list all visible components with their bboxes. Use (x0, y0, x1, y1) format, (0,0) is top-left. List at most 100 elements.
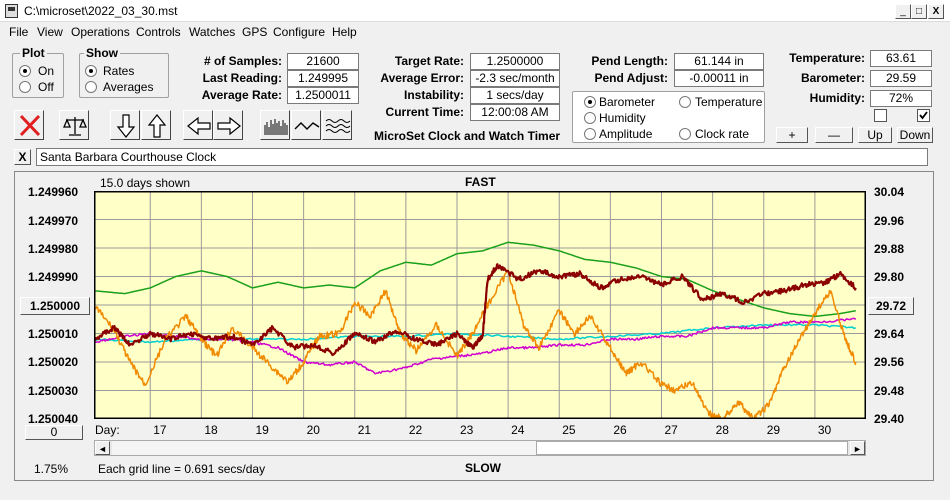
right-center-value-button[interactable]: 29.72 (868, 297, 914, 315)
scale-plus-button[interactable]: + (776, 127, 808, 143)
y-left-tick: 1.249990 (28, 270, 79, 284)
plot-border (94, 191, 866, 419)
show-rates-label[interactable]: Rates (103, 64, 135, 78)
series-humidity-label[interactable]: Humidity (599, 111, 646, 125)
scroll-right-arrow-icon[interactable]: ► (850, 441, 865, 455)
y-left-tick: 1.249960 (28, 185, 79, 199)
x-tick-label: 30 (817, 423, 832, 437)
close-button[interactable]: X (928, 4, 944, 19)
y-left-tick: 1.250020 (28, 355, 79, 369)
average-rate-label: Average Rate: (201, 88, 282, 102)
series-line-clock-rate (94, 263, 857, 357)
histogram-icon (264, 119, 288, 135)
scale-up-button[interactable]: Up (858, 127, 892, 143)
series-temperature-radio[interactable] (679, 96, 691, 108)
offset-value-button[interactable]: 0 (25, 425, 83, 440)
plot-off-label[interactable]: Off (38, 80, 54, 94)
menu-configure[interactable]: Configure (273, 25, 326, 39)
y-right-tick: 29.96 (874, 214, 905, 228)
waves-button[interactable] (322, 110, 352, 140)
menu-view[interactable]: View (37, 25, 63, 39)
maximize-button[interactable]: □ (911, 4, 927, 19)
y-right-tick: 29.48 (874, 384, 905, 398)
left-center-value-button[interactable]: 1.250000 (20, 297, 90, 315)
down-arrow-button[interactable] (110, 110, 140, 140)
humidity-label: Humidity: (809, 91, 865, 105)
instability-field: 1 secs/day (470, 87, 560, 104)
histogram-button[interactable] (260, 110, 290, 140)
up-arrow-button[interactable] (141, 110, 171, 140)
y-right-tick: 30.04 (874, 185, 905, 199)
checkmark-icon (919, 111, 928, 120)
option-checkbox-1[interactable] (874, 109, 887, 122)
y-right-tick: 29.40 (874, 412, 905, 426)
menu-help[interactable]: Help (332, 25, 357, 39)
temperature-field: 63.61 (870, 50, 932, 67)
y-left-tick: 1.250030 (28, 384, 79, 398)
scroll-thumb[interactable] (536, 441, 848, 455)
target-rate-field[interactable]: 1.2500000 (470, 53, 560, 70)
arrow-down-icon (116, 114, 136, 138)
left-arrow-button[interactable] (183, 110, 213, 140)
series-barometer-radio[interactable] (584, 96, 596, 108)
stop-button[interactable] (14, 110, 44, 140)
description-clear-button[interactable]: X (14, 149, 31, 165)
menu-watches[interactable]: Watches (189, 25, 236, 39)
x-tick-label: 18 (204, 423, 218, 437)
series-amplitude-label[interactable]: Amplitude (599, 127, 653, 141)
plot-on-radio[interactable] (19, 65, 31, 77)
scroll-left-arrow-icon[interactable]: ◄ (95, 441, 110, 455)
right-arrow-button[interactable] (213, 110, 243, 140)
series-temperature-label[interactable]: Temperature (695, 95, 763, 109)
pend-length-field[interactable]: 61.144 in (674, 53, 764, 70)
menu-operations[interactable]: Operations (71, 25, 130, 39)
app-caption: MicroSet Clock and Watch Timer (374, 129, 561, 143)
series-amplitude-radio[interactable] (584, 128, 596, 140)
chart-scrollbar[interactable]: ◄ ► (94, 440, 866, 456)
description-input[interactable]: Santa Barbara Courthouse Clock (36, 148, 928, 166)
line-wave-icon (294, 122, 320, 130)
x-tick-label: 28 (715, 423, 729, 437)
menu-bar: File View Operations Controls Watches GP… (0, 22, 950, 42)
x-tick-label: 21 (357, 423, 372, 437)
balance-scale-icon (63, 117, 87, 136)
instability-label: Instability: (403, 88, 464, 102)
last-reading-field: 1.249995 (287, 70, 359, 87)
samples-label: # of Samples: (203, 54, 282, 68)
series-humidity-radio[interactable] (584, 112, 596, 124)
balance-button[interactable] (59, 110, 89, 140)
scale-down-button[interactable]: Down (897, 127, 933, 143)
temperature-label: Temperature: (789, 51, 865, 65)
y-left-tick: 1.250040 (28, 412, 79, 426)
samples-field: 21600 (287, 53, 359, 70)
scale-minus-button[interactable]: — (815, 127, 853, 143)
pend-adjust-label: Pend Adjust: (594, 71, 668, 85)
series-clock-rate-radio[interactable] (679, 128, 691, 140)
series-clock-rate-label[interactable]: Clock rate (695, 127, 750, 141)
option-checkbox-2[interactable] (917, 109, 930, 122)
x-tick-label: 27 (664, 423, 678, 437)
arrow-up-icon (147, 114, 167, 138)
show-averages-label[interactable]: Averages (103, 80, 154, 94)
plot-off-radio[interactable] (19, 81, 31, 93)
menu-gps[interactable]: GPS (242, 25, 268, 39)
average-rate-field: 1.2500011 (287, 87, 359, 104)
window-title: C:\microset\2022_03_30.mst (24, 4, 178, 18)
percent-label: 1.75% (34, 462, 69, 476)
barometer-label: Barometer: (800, 71, 865, 85)
series-select-group (572, 91, 765, 143)
plot-on-label[interactable]: On (38, 64, 55, 78)
minimize-button[interactable]: _ (895, 4, 911, 19)
menu-file[interactable]: File (9, 25, 29, 39)
series-barometer-label[interactable]: Barometer (599, 95, 656, 109)
x-tick-label: 23 (459, 423, 474, 437)
show-averages-radio[interactable] (85, 81, 97, 93)
x-tick-label: 25 (562, 423, 576, 437)
scroll-track[interactable] (112, 441, 536, 455)
line-plot-button[interactable] (291, 110, 321, 140)
rate-chart-plot (94, 191, 866, 419)
x-tick-label: 20 (306, 423, 320, 437)
show-rates-radio[interactable] (85, 65, 97, 77)
arrow-right-icon (217, 116, 241, 136)
menu-controls[interactable]: Controls (136, 25, 181, 39)
